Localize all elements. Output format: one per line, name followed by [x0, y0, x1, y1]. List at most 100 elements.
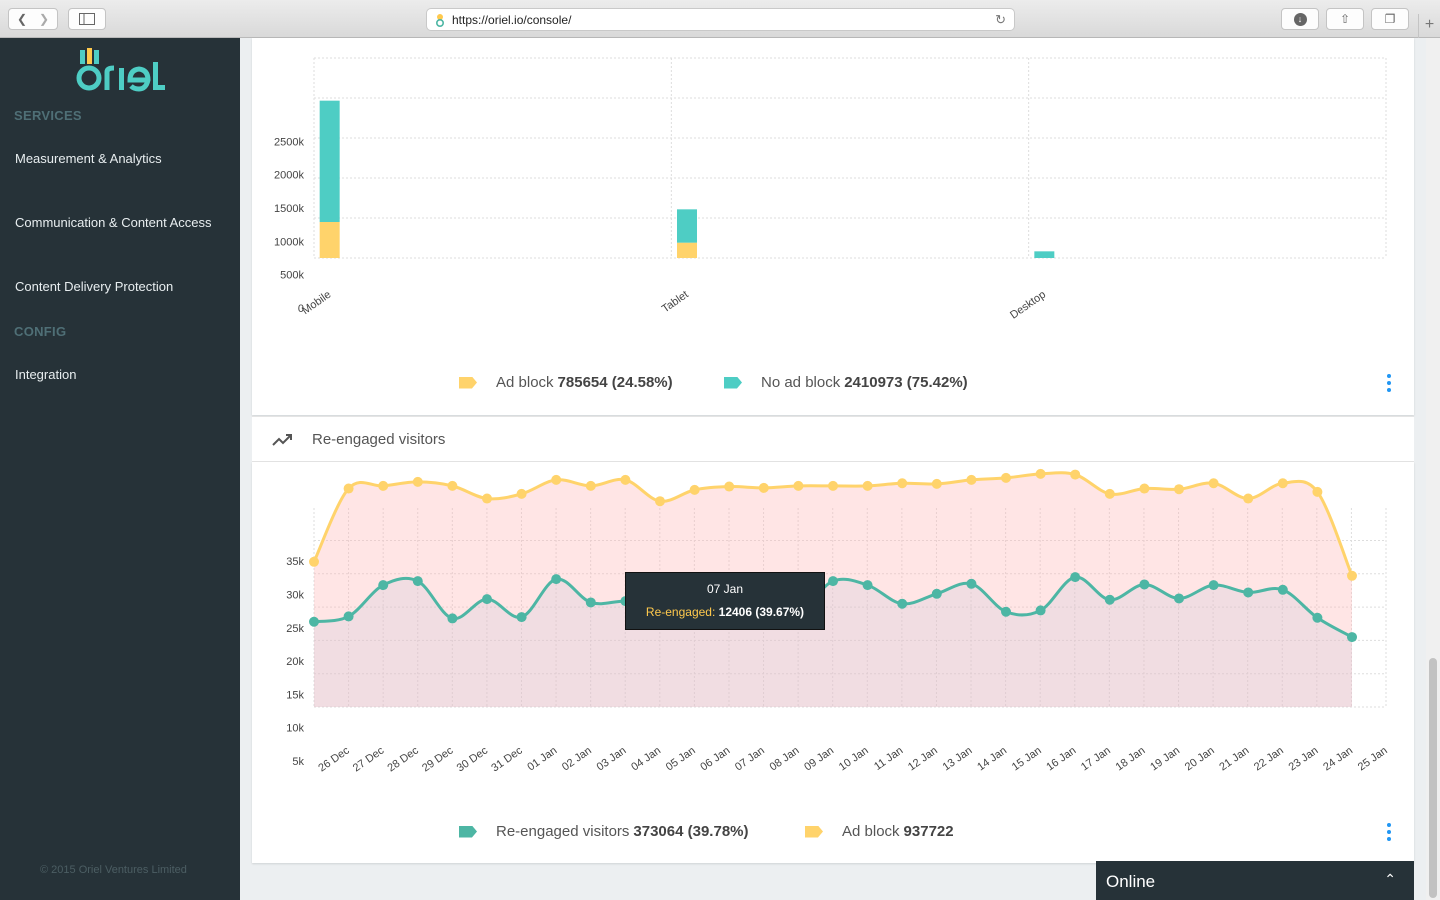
line-y-tick-label: 20k [286, 656, 304, 668]
line-x-tick-label: 04 Jan [629, 745, 663, 774]
line-x-tick-label: 15 Jan [1010, 745, 1044, 774]
forward-icon[interactable]: ❯ [39, 12, 50, 26]
line-x-tick-label: 16 Jan [1044, 745, 1078, 774]
back-forward-buttons[interactable]: ❮ ❯ [8, 8, 58, 30]
legend-ad-block-2-value: 937722 [903, 823, 954, 840]
point-re-engaged-visitors [343, 611, 354, 622]
tooltip-line: Re-engaged: 12406 (39.67%) [626, 605, 824, 619]
share-button[interactable]: ⇧ [1326, 8, 1364, 30]
point-ad-block [758, 482, 769, 493]
point-re-engaged-visitors [1347, 632, 1357, 643]
tooltip-value: 12406 (39.67%) [718, 605, 805, 619]
address-bar[interactable]: https://oriel.io/console/ ↻ [426, 8, 1015, 31]
bar-y-tick-label: 1500k [274, 203, 304, 215]
point-ad-block [516, 488, 527, 499]
point-ad-block [1174, 484, 1184, 495]
browser-toolbar: ❮ ❯ https://oriel.io/console/ ↻ ↓ ⇧ ❐ + [0, 0, 1440, 38]
reload-icon[interactable]: ↻ [995, 12, 1006, 27]
legend-ad-block-label: Ad block [496, 374, 554, 391]
reengaged-header: Re-engaged visitors [252, 416, 1414, 462]
point-ad-block [1312, 486, 1323, 497]
scroll-thumb[interactable] [1429, 658, 1437, 898]
line-y-tick-label: 35k [286, 556, 304, 568]
bar-no-ad-block-desktop [1034, 251, 1055, 258]
legend-ad-block[interactable]: Ad block 785654 (24.58%) [459, 374, 673, 391]
line-x-tick-label: 30 Dec [455, 744, 491, 774]
sidebar-item-measurement[interactable]: Measurement & Analytics [15, 151, 162, 166]
point-ad-block [1208, 478, 1219, 489]
back-icon[interactable]: ❮ [16, 12, 27, 26]
oriel-logo[interactable] [74, 48, 168, 94]
line-x-tick-label: 06 Jan [698, 745, 732, 774]
line-x-tick-label: 19 Jan [1148, 745, 1182, 774]
legend-no-ad-block-value: 2410973 (75.42%) [844, 374, 968, 391]
page-scrollbar[interactable] [1426, 38, 1440, 900]
point-ad-block [793, 480, 804, 491]
chevron-up-icon[interactable]: ⌃ [1384, 871, 1396, 887]
device-chart-card: 0 500k 1000k 1500k 2000k 2500k Mobile Tablet Des… [252, 38, 1414, 415]
downloads-button[interactable]: ↓ [1281, 8, 1319, 30]
point-ad-block [1347, 570, 1357, 581]
point-ad-block [309, 556, 319, 567]
device-chart-menu-icon[interactable] [1386, 374, 1392, 392]
sidebar-toggle-button[interactable] [68, 8, 106, 30]
site-icon [436, 13, 444, 27]
point-ad-block [378, 480, 389, 491]
line-x-tick-label: 01 Jan [525, 745, 559, 774]
point-re-engaged-visitors [862, 580, 873, 591]
area-re-engaged-visitors [314, 577, 1352, 707]
bar-no-ad-block-mobile [319, 100, 340, 222]
legend-no-ad-block-label: No ad block [761, 374, 841, 391]
tabs-icon: ❐ [1384, 12, 1396, 26]
legend-no-ad-block[interactable]: No ad block 2410973 (75.42%) [724, 374, 968, 391]
legend-reengaged-label: Re-engaged visitors [496, 823, 630, 840]
bar-y-tick-label: 2500k [274, 136, 304, 148]
point-re-engaged-visitors [931, 588, 942, 599]
point-re-engaged-visitors [1104, 594, 1115, 605]
download-icon: ↓ [1293, 12, 1307, 26]
point-ad-block [551, 474, 562, 485]
point-ad-block [447, 480, 458, 491]
point-ad-block [482, 493, 492, 504]
point-re-engaged-visitors [447, 613, 458, 624]
point-re-engaged-visitors [1312, 612, 1323, 623]
line-x-tick-label: 23 Jan [1287, 745, 1321, 774]
reengaged-line-chart: 5k 10k 15k 20k 25k 30k 35k 26 Dec 27 Dec 28 Dec 29… [286, 468, 1390, 774]
point-re-engaged-visitors [1277, 584, 1288, 595]
line-x-tick-label: 25 Jan [1356, 745, 1390, 774]
point-re-engaged-visitors [966, 578, 977, 589]
online-chat-widget[interactable]: Online ⌃ [1096, 861, 1414, 900]
sidebar-item-integration[interactable]: Integration [15, 367, 77, 382]
point-ad-block [1035, 468, 1046, 479]
ad-block-tag-icon-2 [805, 825, 823, 838]
legend-reengaged[interactable]: Re-engaged visitors 373064 (39.78%) [459, 823, 749, 840]
new-tab-icon[interactable]: + [1418, 14, 1440, 38]
line-x-tick-label: 22 Jan [1252, 745, 1286, 774]
line-x-tick-label: 10 Jan [837, 745, 871, 774]
legend-ad-block-2[interactable]: Ad block 937722 [805, 823, 954, 840]
line-x-tick-label: 31 Dec [489, 744, 525, 774]
point-ad-block [620, 474, 631, 485]
line-x-tick-label: 21 Jan [1217, 745, 1251, 774]
point-ad-block [412, 476, 423, 487]
point-re-engaged-visitors [1035, 605, 1046, 616]
line-x-tick-label: 17 Jan [1079, 745, 1113, 774]
point-ad-block [655, 496, 665, 507]
url-text[interactable]: https://oriel.io/console/ [452, 12, 572, 27]
line-x-tick-label: 20 Jan [1183, 745, 1217, 774]
point-ad-block [897, 478, 908, 489]
tabs-button[interactable]: ❐ [1371, 8, 1409, 30]
line-y-tick-label: 15k [286, 689, 304, 701]
sidebar-item-content-delivery[interactable]: Content Delivery Protection [15, 279, 174, 294]
point-re-engaged-visitors [897, 598, 908, 609]
no-ad-block-tag-icon [724, 376, 742, 389]
point-ad-block [1070, 469, 1081, 480]
share-icon: ⇧ [1339, 12, 1351, 26]
reengaged-chart-menu-icon[interactable] [1386, 823, 1392, 841]
sidebar-item-communication[interactable]: Communication & Content Access [15, 215, 212, 230]
bar-y-tick-label: 2000k [274, 170, 304, 182]
legend-ad-block-2-label: Ad block [842, 823, 900, 840]
line-y-tick-label: 10k [286, 723, 304, 735]
line-x-tick-label: 08 Jan [768, 745, 802, 774]
line-x-tick-label: 14 Jan [975, 745, 1009, 774]
